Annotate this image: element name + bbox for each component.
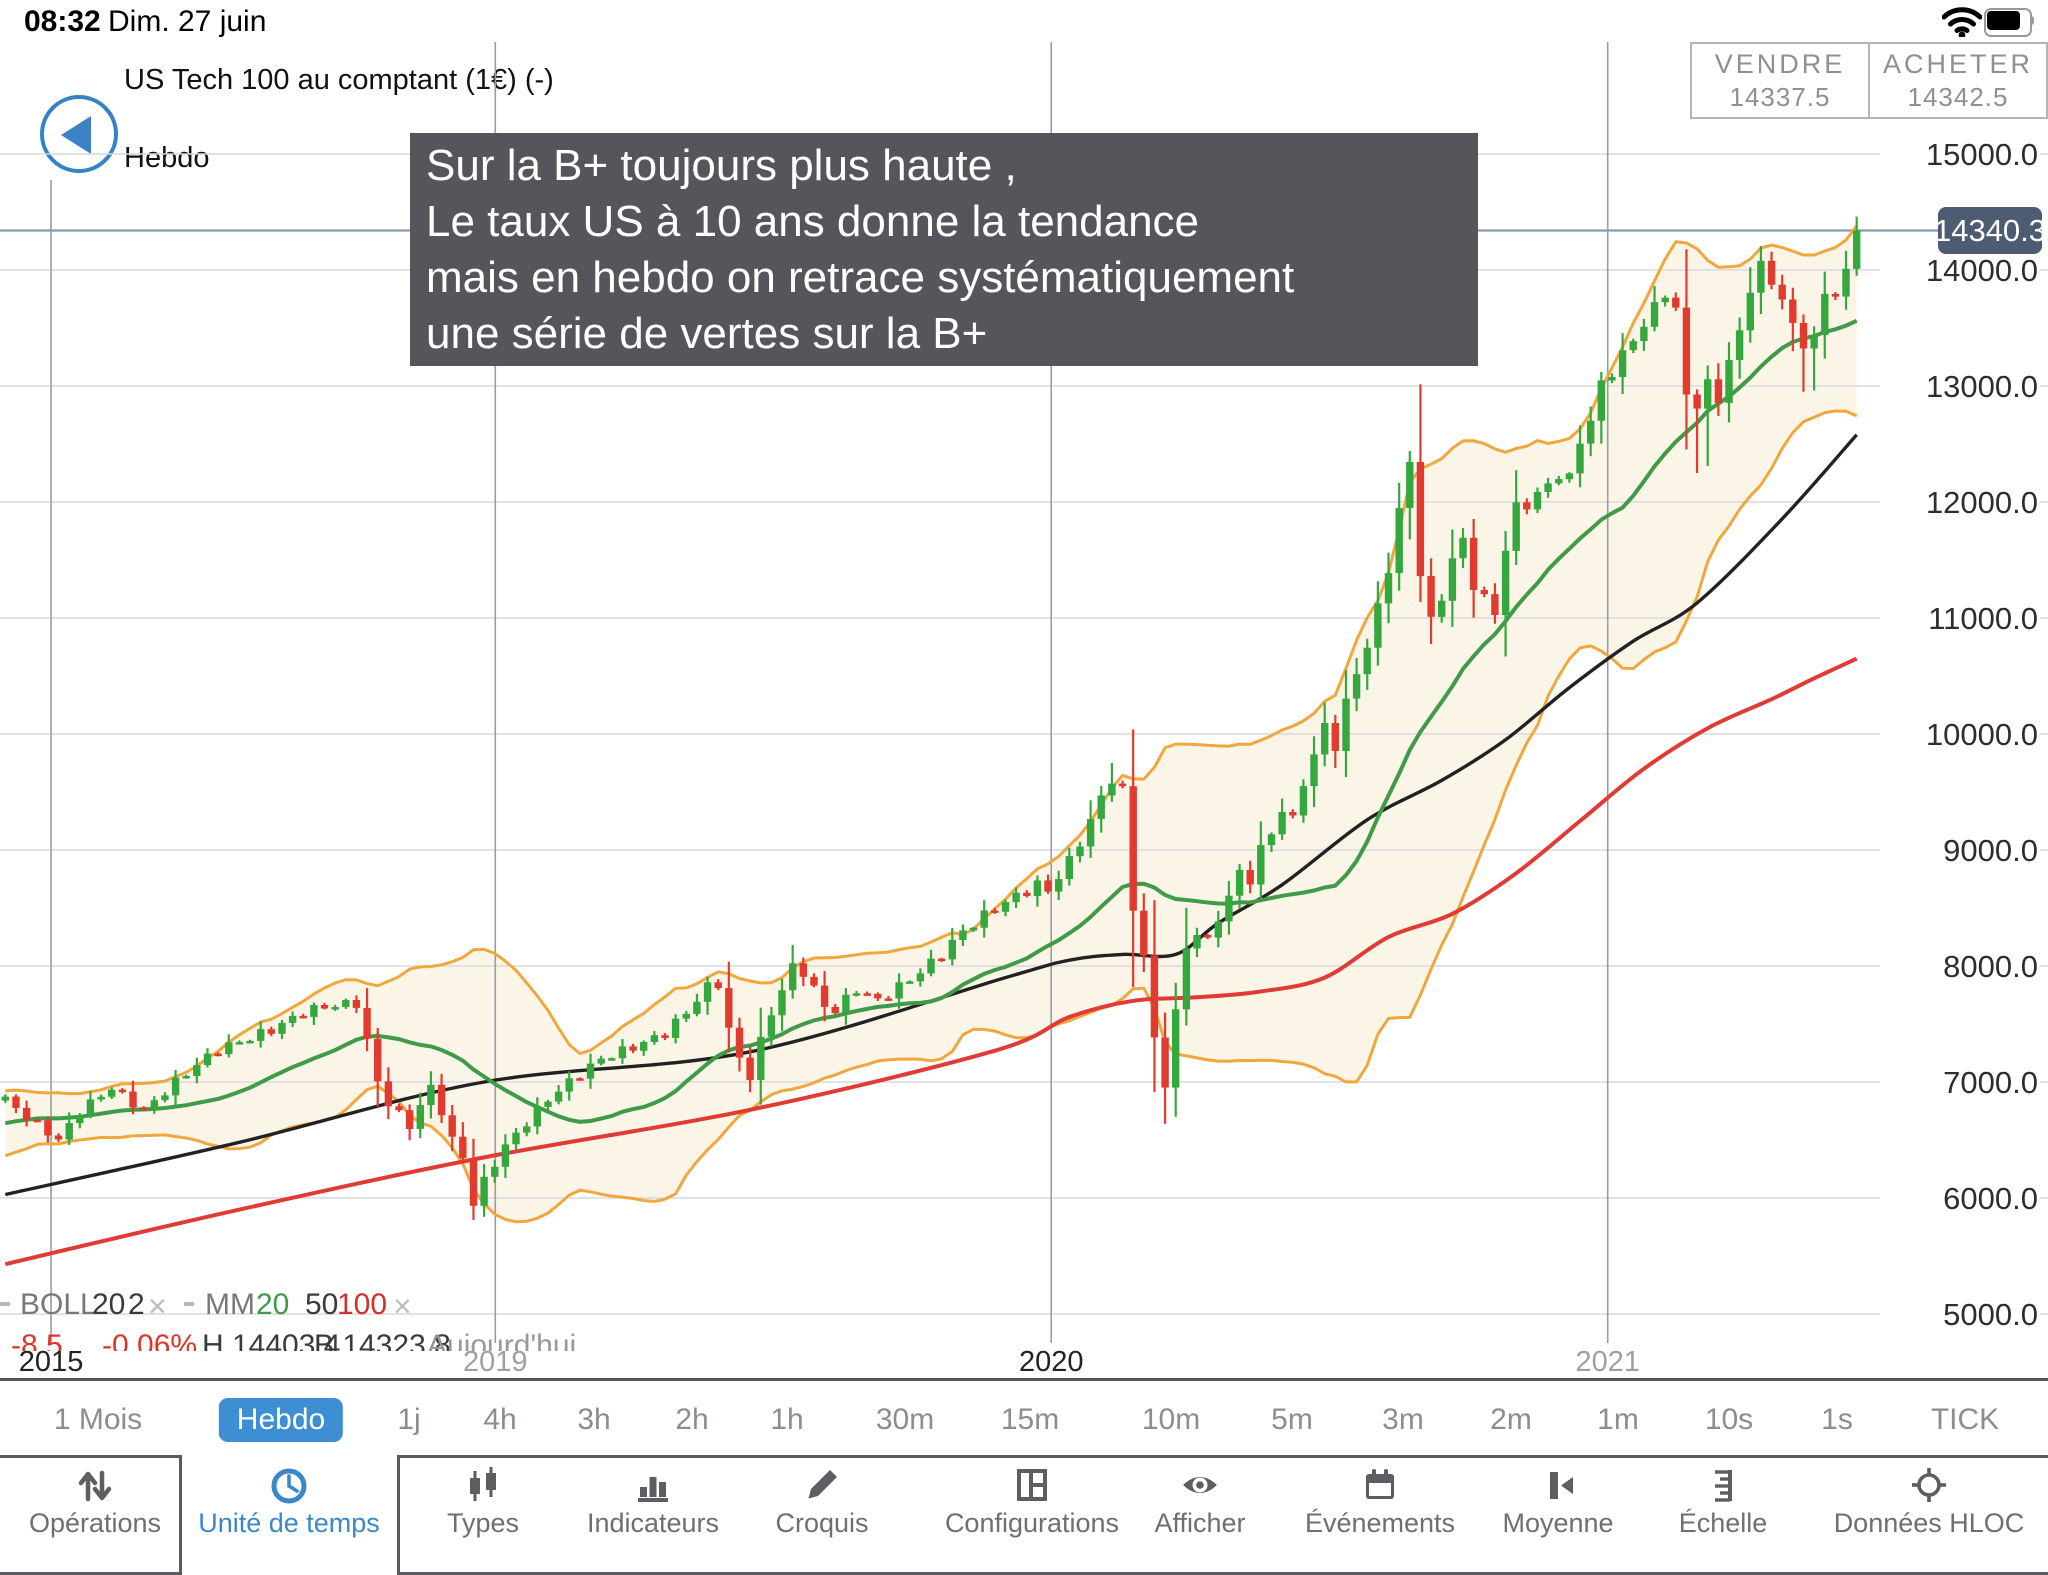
back-button[interactable] [40,95,118,173]
toolbar-item-configurations[interactable]: Configurations [922,1463,1142,1539]
back-arrow-icon [61,116,91,154]
boll-indicator-label[interactable]: BOLL [20,1288,97,1321]
y-axis-label: 11000.0 [1928,601,2038,636]
clock-icon [179,1463,399,1505]
mm-indicator-label[interactable]: MM [205,1288,255,1321]
y-axis-label: 13000.0 [1926,369,2038,404]
annotation-line: Le taux US à 10 ans donne la tendance [426,197,1200,246]
toolbar-item--v-nements[interactable]: Événements [1270,1463,1490,1539]
toolbar-item-types[interactable]: Types [373,1463,593,1539]
time-axis: 2015 2019 2020 2021 [0,1346,2048,1378]
annotation-line: mais en hebdo on retrace systématiquemen… [426,253,1295,302]
bottom-toolbar: Opérations Unité de temps Types Indicate… [0,1451,2048,1575]
ruler-icon [1613,1463,1833,1505]
timeframe-option-1m[interactable]: 1m [1597,1403,1639,1436]
chart-border [0,1378,2048,1381]
eye-icon [1090,1463,1310,1505]
toolbar-item-moyenne[interactable]: Moyenne [1448,1463,1668,1539]
timeframe-option-10m[interactable]: 10m [1141,1403,1201,1436]
current-timeframe-label: Hebdo [124,142,210,174]
timeframe-option-2m[interactable]: 2m [1490,1403,1532,1436]
y-axis-label: 14000.0 [1926,253,2038,288]
timeframe-option-hebdo[interactable]: Hebdo [218,1398,344,1442]
x-axis-year-label: 2015 [18,1346,84,1378]
toolbar-item-afficher[interactable]: Afficher [1090,1463,1310,1539]
chart-annotation-note[interactable]: Sur la B+ toujours plus haute , Le taux … [410,133,1478,366]
legend-drag-handle[interactable] [0,1302,10,1306]
last-price-tag: 14340.3 [1934,207,2046,254]
timeframe-option-15m[interactable]: 15m [1000,1403,1060,1436]
candlestick-types-icon [373,1463,593,1505]
toolbar-item-croquis[interactable]: Croquis [712,1463,932,1539]
toolbar-item--chelle[interactable]: Échelle [1613,1463,1833,1539]
x-axis-year-label: 2021 [1575,1346,1640,1378]
timeframe-option-10s[interactable]: 10s [1704,1403,1754,1436]
annotation-line: une série de vertes sur la B+ [426,309,988,358]
x-axis-year-label: 2019 [463,1346,528,1378]
pencil-icon [712,1463,932,1505]
layout-icon [922,1463,1142,1505]
timeframe-option-tick[interactable]: TICK [1930,1403,2000,1436]
mm100-value: 100 [337,1288,388,1321]
status-date: Dim. 27 juin [108,5,267,38]
mm20-value: 20 [256,1288,290,1321]
mm50-value: 50 [305,1288,339,1321]
calendar-icon [1270,1463,1490,1505]
status-time: 08:32 [24,5,101,38]
quote-panel: VENDRE 14337.5 ACHETER 14342.5 [1690,42,2048,119]
x-axis-year-label: 2020 [1018,1346,1084,1378]
mm20-line [4,318,1858,1126]
timeframe-option-1j[interactable]: 1j [397,1403,421,1436]
price-chart[interactable]: 15000.0 14000.0 13000.0 12000.0 11000.0 10000… [0,0,2048,1390]
average-candle-icon [1448,1463,1668,1505]
timeframe-option-2h[interactable]: 2h [675,1403,709,1436]
toolbar-item-op-rations[interactable]: Opérations [0,1463,205,1539]
sell-price: 14337.5 [1729,81,1831,112]
y-axis-label: 5000.0 [1943,1297,2038,1332]
timeframe-option-1-mois[interactable]: 1 Mois [53,1403,143,1436]
timeframe-option-4h[interactable]: 4h [483,1403,517,1436]
y-axis-label: 7000.0 [1943,1065,2038,1100]
operations-arrows-icon [0,1463,205,1505]
sell-button[interactable]: VENDRE 14337.5 [1692,44,1868,117]
y-axis-label: 6000.0 [1943,1181,2038,1216]
y-axis-label: 15000.0 [1926,137,2038,172]
mm-remove-icon[interactable]: × [393,1288,412,1324]
toolbar-item-indicateurs[interactable]: Indicateurs [543,1463,763,1539]
timeframe-option-1h[interactable]: 1h [770,1403,804,1436]
buy-button[interactable]: ACHETER 14342.5 [1868,44,2046,117]
mm100-line [4,656,1858,1267]
timeframe-option-3m[interactable]: 3m [1382,1403,1424,1436]
wifi-icon [1941,7,1983,42]
timeframe-option-5m[interactable]: 5m [1271,1403,1313,1436]
y-axis-label: 9000.0 [1943,833,2038,868]
toolbar-item-donn-es-hloc[interactable]: Données HLOC [1819,1463,2039,1539]
instrument-title[interactable]: US Tech 100 au comptant (1€) (-) [124,64,554,96]
buy-price: 14342.5 [1907,81,2009,112]
timeframe-option-1s[interactable]: 1s [1821,1403,1853,1436]
boll-period-value: 20 [92,1288,126,1321]
battery-icon [1984,8,2034,37]
timeframe-option-30m[interactable]: 30m [875,1403,935,1436]
bar-chart-icon [543,1463,763,1505]
boll-remove-icon[interactable]: × [148,1288,167,1324]
y-axis-label: 8000.0 [1943,949,2038,984]
y-axis-label: 12000.0 [1926,485,2038,520]
boll-dev-value: 2 [128,1288,145,1321]
legend-drag-handle[interactable] [184,1302,194,1306]
buy-label: ACHETER [1882,48,2033,79]
annotation-line: Sur la B+ toujours plus haute , [426,141,1017,190]
crosshair-icon [1819,1463,2039,1505]
status-bar: 08:32 Dim. 27 juin [0,0,2048,42]
timeframe-selector-row: 1 Mois Hebdo 1j 4h 3h 2h 1h 30m 15m 10m 5m 3m 2m 1m 10… [0,1393,2048,1451]
sell-label: VENDRE [1714,48,1846,79]
toolbar-item-unit-de-temps[interactable]: Unité de temps [179,1463,399,1539]
y-axis-label: 10000.0 [1926,717,2038,752]
timeframe-option-3h[interactable]: 3h [577,1403,611,1436]
candles [1,216,1861,1221]
